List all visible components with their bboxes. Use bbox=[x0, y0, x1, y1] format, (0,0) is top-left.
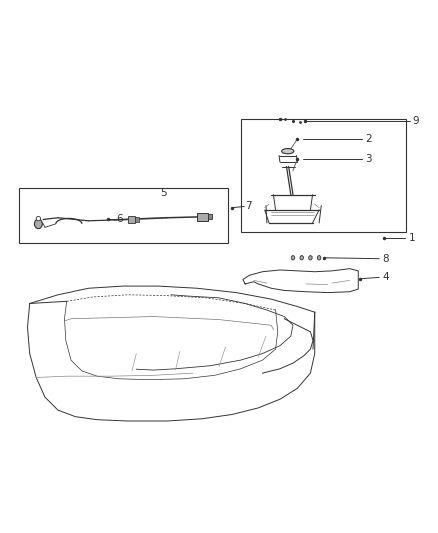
Text: 7: 7 bbox=[245, 201, 252, 212]
Ellipse shape bbox=[282, 149, 294, 154]
Text: 4: 4 bbox=[382, 272, 389, 282]
Ellipse shape bbox=[291, 256, 295, 260]
Bar bbox=[135, 217, 139, 222]
Bar bbox=[127, 216, 135, 223]
Text: 3: 3 bbox=[365, 154, 371, 164]
Text: 9: 9 bbox=[413, 116, 419, 126]
Text: 1: 1 bbox=[408, 233, 415, 243]
Ellipse shape bbox=[318, 256, 321, 260]
Bar bbox=[19, 188, 228, 243]
Ellipse shape bbox=[309, 256, 312, 260]
Text: 8: 8 bbox=[382, 254, 389, 264]
Text: 6: 6 bbox=[117, 214, 124, 224]
Bar bbox=[197, 213, 208, 221]
Text: 5: 5 bbox=[160, 188, 167, 198]
Text: 2: 2 bbox=[365, 134, 371, 144]
Ellipse shape bbox=[300, 256, 304, 260]
Bar bbox=[208, 214, 212, 220]
Ellipse shape bbox=[35, 219, 42, 229]
Bar bbox=[241, 118, 406, 232]
Ellipse shape bbox=[36, 216, 41, 221]
